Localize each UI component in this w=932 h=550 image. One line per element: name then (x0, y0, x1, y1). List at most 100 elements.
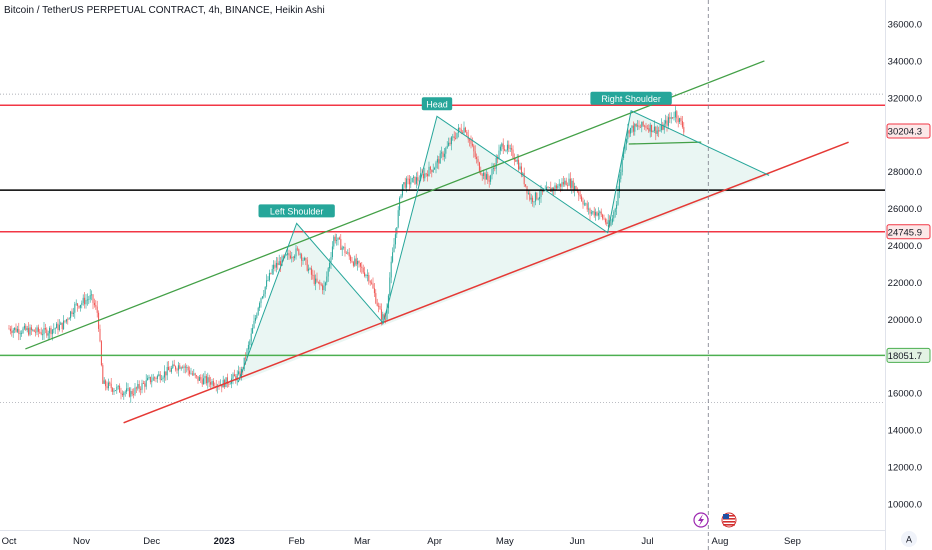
candle (128, 386, 130, 398)
price-tick-label: 14000.0 (888, 426, 922, 437)
time-tick-label: May (496, 536, 514, 547)
candle-body (61, 322, 63, 330)
candle (620, 169, 622, 183)
candle-body (520, 166, 522, 176)
candle (659, 124, 661, 132)
candle (540, 184, 542, 203)
us-flag-icon[interactable] (721, 512, 737, 528)
candle-body (445, 148, 447, 154)
candle-body (109, 382, 111, 384)
candle (57, 319, 59, 335)
candle (81, 300, 83, 309)
candle-body (84, 297, 86, 305)
candle-body (662, 124, 664, 130)
candle-body (462, 132, 464, 134)
candle (369, 280, 371, 286)
candle-body (420, 173, 422, 181)
candle-body (243, 357, 245, 370)
candle-body (494, 168, 496, 169)
candle (583, 199, 585, 207)
candle-body (439, 153, 441, 164)
candle-body (599, 211, 601, 214)
candle-body (632, 125, 634, 132)
candle-body (271, 268, 273, 274)
candle-body (317, 281, 319, 283)
candle-body (372, 283, 374, 289)
candle (271, 264, 273, 275)
candle-body (665, 120, 667, 124)
candle (186, 364, 188, 373)
candle-body (638, 125, 640, 128)
candle (327, 267, 329, 282)
lightning-icon[interactable] (693, 512, 709, 528)
candle (611, 214, 613, 225)
time-axis[interactable]: Oct Nov Dec 2023 Feb Mar Apr May Jun Jul Aug Sep (0, 530, 885, 548)
price-axis[interactable]: 36000.034000.032000.030000.028000.026000… (885, 0, 931, 550)
candle (338, 236, 340, 240)
candle-body (180, 367, 182, 369)
candle-body (168, 366, 170, 371)
candle (415, 172, 417, 189)
candle-body (72, 312, 74, 314)
tradingview-logo-badge[interactable]: A (901, 531, 917, 547)
candle-body (422, 173, 424, 179)
candle (110, 378, 112, 392)
candle-body (658, 130, 660, 132)
candle (163, 365, 165, 384)
candle-body (368, 275, 370, 282)
candle-body (373, 288, 375, 294)
candle (264, 286, 266, 298)
candle-body (301, 254, 303, 261)
candle (375, 289, 377, 305)
candle (561, 178, 563, 192)
candle (634, 122, 636, 136)
event-markers[interactable] (693, 512, 737, 528)
candle-body (91, 294, 93, 296)
candle (681, 115, 683, 129)
candle-body (175, 366, 177, 370)
time-tick-label: Oct (2, 536, 17, 547)
candle-body (480, 172, 482, 175)
candle (628, 129, 630, 138)
candle (182, 365, 184, 369)
candle (29, 324, 31, 337)
candle (156, 374, 158, 383)
candle-body (366, 275, 368, 276)
candle (8, 324, 10, 330)
candle-body (385, 318, 387, 320)
candle-body (310, 268, 312, 275)
candle (161, 375, 163, 381)
candle-body (14, 327, 16, 330)
candle (12, 328, 14, 338)
candle-body (77, 303, 79, 307)
candle (91, 290, 93, 301)
candle (79, 304, 81, 312)
candle-body (12, 329, 14, 333)
candle-body (651, 124, 653, 133)
candle-body (389, 277, 391, 296)
candle-body (289, 255, 291, 259)
candle-body (469, 139, 471, 141)
candle-body (319, 281, 321, 285)
candle-body (238, 371, 240, 375)
candle (142, 380, 144, 384)
candle (303, 256, 305, 262)
candle (345, 251, 347, 254)
candle-body (135, 387, 137, 389)
candle-body (562, 182, 564, 185)
candle-body (44, 327, 46, 330)
candle-body (399, 197, 401, 211)
candle-body (170, 368, 172, 372)
candle-body (268, 273, 270, 281)
candle (595, 208, 597, 221)
candle-body (364, 272, 366, 277)
candle-body (607, 220, 609, 224)
pattern-label-box (421, 97, 453, 111)
candle (379, 303, 381, 310)
drawings[interactable] (0, 0, 885, 550)
candle (439, 150, 441, 164)
candle-body (378, 305, 380, 307)
candle (166, 361, 168, 381)
candle-body (68, 318, 70, 320)
